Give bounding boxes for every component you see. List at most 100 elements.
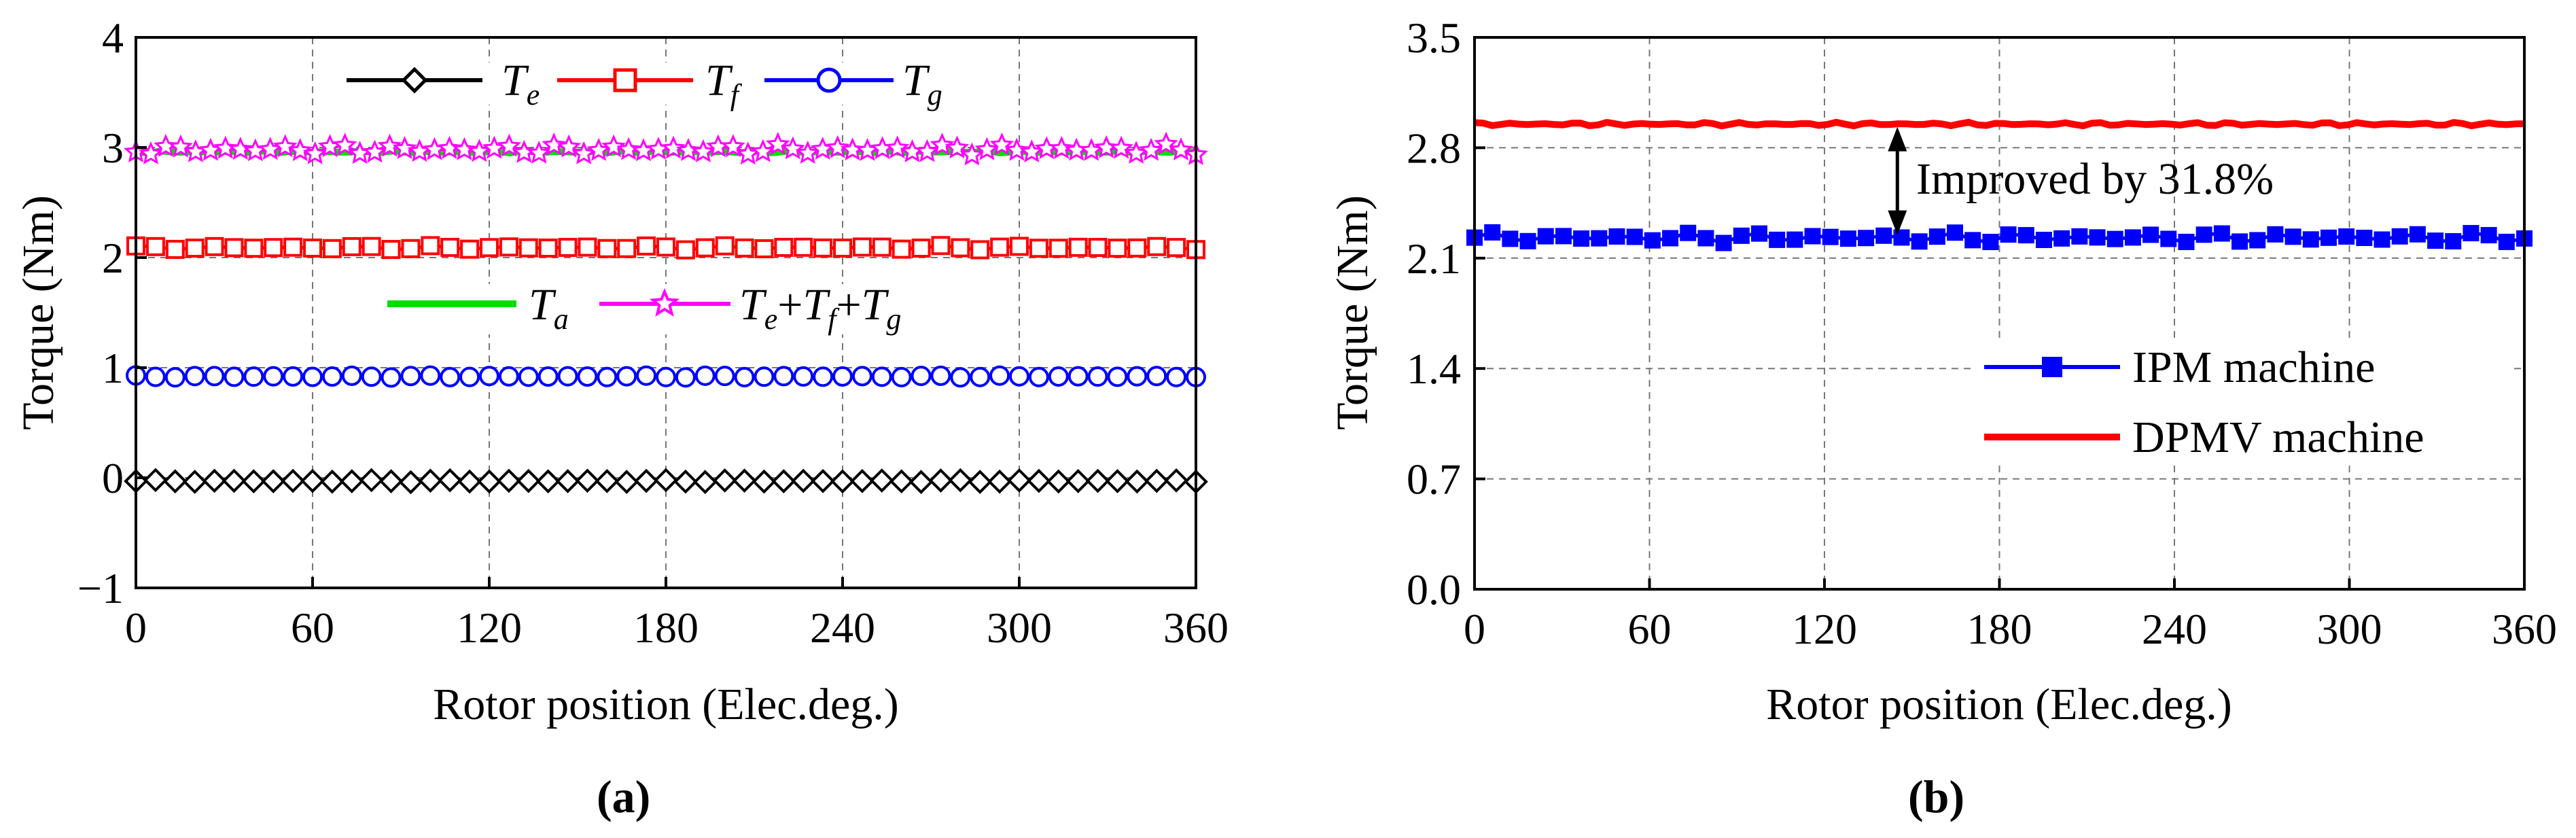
data-point-te xyxy=(1105,469,1130,493)
x-tick-label: 120 xyxy=(457,604,522,652)
data-point-tsum xyxy=(1049,135,1074,159)
data-point-ipm xyxy=(1662,230,1679,247)
data-point-ipm xyxy=(1964,232,1981,249)
x-tick-label: 360 xyxy=(2492,605,2557,653)
legend-a-row2: Ta Te+Tf+Tg xyxy=(381,280,978,336)
data-point-tg xyxy=(616,366,637,387)
y-tick-label: 3.5 xyxy=(1407,14,1461,62)
data-point-tf xyxy=(401,239,421,258)
data-point-te xyxy=(614,470,639,494)
data-point-tf xyxy=(754,239,774,258)
data-point-ipm xyxy=(2195,226,2212,243)
data-point-tg xyxy=(557,366,578,387)
data-point-ipm xyxy=(1502,230,1519,247)
data-point-tf xyxy=(381,240,401,260)
data-point-te xyxy=(1065,469,1091,493)
data-point-te xyxy=(1085,468,1110,493)
data-point-tg xyxy=(321,366,342,387)
legend-marker-tsum xyxy=(649,287,680,317)
data-point-te xyxy=(339,469,364,493)
data-point-ipm xyxy=(1537,228,1554,245)
data-point-tg xyxy=(851,366,872,387)
data-point-tg xyxy=(1127,366,1148,387)
data-point-tf xyxy=(735,238,754,258)
x-tick-label: 360 xyxy=(1163,604,1229,652)
x-tick-label: 180 xyxy=(633,604,699,652)
data-point-tg xyxy=(459,366,480,387)
data-point-tsum xyxy=(198,137,223,161)
data-point-ipm xyxy=(2445,233,2462,250)
data-point-te xyxy=(1027,468,1051,493)
data-point-ipm xyxy=(1858,230,1875,247)
data-point-tg xyxy=(970,366,991,387)
data-point-tsum xyxy=(586,137,611,161)
data-point-tf xyxy=(1048,239,1068,258)
data-point-ipm xyxy=(2284,228,2301,245)
data-point-ipm xyxy=(1839,230,1856,247)
legend-a-row1: Te Tf Tg xyxy=(336,56,972,111)
data-point-tsum xyxy=(362,139,387,163)
data-point-tg xyxy=(184,366,205,387)
data-point-tf xyxy=(637,236,656,256)
data-point-tg xyxy=(164,367,186,388)
data-point-ipm xyxy=(2498,233,2515,250)
data-point-tsum xyxy=(751,139,775,162)
data-point-ipm xyxy=(2463,225,2480,242)
data-point-te xyxy=(516,468,541,493)
data-point-tsum xyxy=(228,137,253,160)
data-point-ipm xyxy=(2053,230,2070,247)
data-point-te xyxy=(692,470,718,494)
data-point-tf xyxy=(518,238,538,258)
data-point-ipm xyxy=(2391,228,2408,245)
data-point-te xyxy=(654,468,678,493)
data-point-tsum xyxy=(1079,137,1104,161)
data-point-tf xyxy=(185,239,205,258)
y-tick-label: −1 xyxy=(77,564,124,612)
data-point-tg xyxy=(813,366,834,387)
data-point-tg xyxy=(950,367,971,388)
data-point-te xyxy=(771,469,796,493)
y-axis-label-a: Torque (Nm) xyxy=(14,195,63,430)
data-point-tg xyxy=(479,366,499,387)
data-point-ipm xyxy=(1591,230,1608,247)
data-point-tf xyxy=(931,236,951,256)
data-point-tsum xyxy=(930,133,955,156)
data-point-tsum xyxy=(437,135,462,159)
data-point-te xyxy=(987,469,1012,494)
annotation-text: Improved by 31.8% xyxy=(1916,154,2274,204)
data-point-tg xyxy=(498,366,519,387)
data-point-te xyxy=(634,468,658,493)
data-point-te xyxy=(1164,468,1188,493)
data-point-ipm xyxy=(1733,227,1750,244)
data-point-tf xyxy=(578,237,597,257)
data-point-tf xyxy=(951,238,970,258)
data-point-tf xyxy=(460,239,480,259)
legend-label-ta: Ta xyxy=(529,280,569,336)
data-point-tsum xyxy=(989,132,1014,156)
data-point-ipm xyxy=(2267,226,2284,243)
data-point-tg xyxy=(243,366,264,387)
data-point-tsum xyxy=(1169,137,1193,161)
data-point-te xyxy=(477,469,501,494)
data-point-te xyxy=(241,469,266,493)
data-point-te xyxy=(438,468,463,493)
data-point-tg xyxy=(381,367,402,388)
data-point-tsum xyxy=(974,137,1000,160)
data-point-ipm xyxy=(2124,229,2141,246)
data-point-tg xyxy=(754,366,775,387)
data-point-tg xyxy=(1048,366,1069,387)
data-point-tsum xyxy=(1154,131,1178,155)
data-point-tg xyxy=(714,366,735,387)
x-axis-label-a: Rotor position (Elec.deg.) xyxy=(433,680,899,729)
data-point-tg xyxy=(302,366,323,387)
data-point-ipm xyxy=(2160,230,2177,247)
annotation-arrowhead-bottom xyxy=(1888,210,1907,235)
data-point-tg xyxy=(656,366,676,387)
data-point-tf xyxy=(440,237,460,257)
data-point-te xyxy=(261,469,286,493)
data-point-tg xyxy=(597,366,618,387)
data-point-ipm xyxy=(2480,227,2497,244)
data-point-te xyxy=(752,469,777,494)
data-point-ipm xyxy=(1893,229,1910,246)
